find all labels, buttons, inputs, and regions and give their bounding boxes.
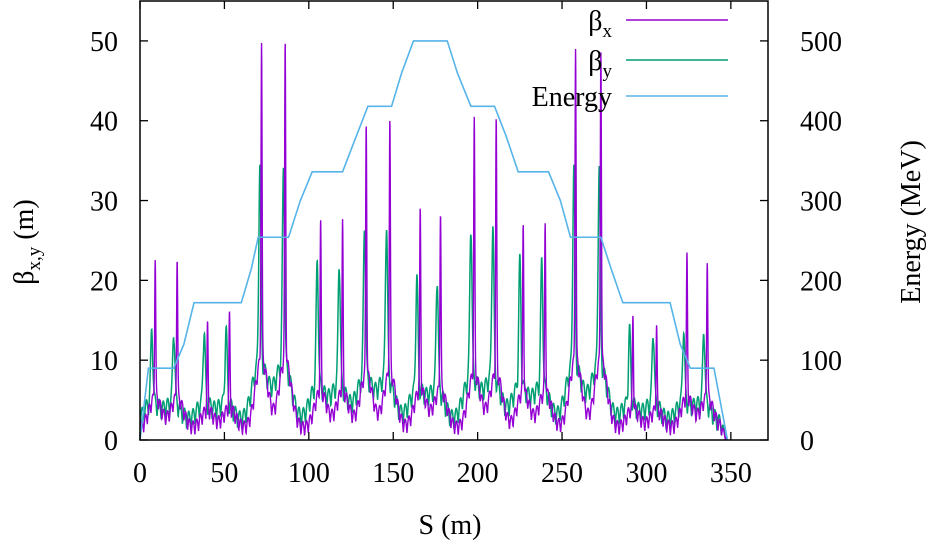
x-tick-label: 150 bbox=[372, 458, 414, 489]
legend-label: βy bbox=[588, 46, 612, 82]
legend-label-base: β bbox=[588, 6, 602, 37]
series-beta-x-line bbox=[139, 42, 728, 442]
legend-label: βx bbox=[588, 6, 612, 42]
left-y-tick-label: 50 bbox=[90, 27, 118, 58]
x-tick-label: 350 bbox=[710, 458, 752, 489]
right-y-tick-label: 400 bbox=[800, 107, 842, 138]
legend-item: βy bbox=[588, 46, 728, 82]
right-y-axis-label: Energy (MeV) bbox=[896, 140, 927, 304]
x-tick-label: 300 bbox=[625, 458, 667, 489]
legend-item: Energy bbox=[532, 82, 728, 113]
left-y-tick-label: 0 bbox=[104, 426, 118, 457]
series-energy-line bbox=[139, 40, 729, 441]
plot-lines bbox=[139, 40, 729, 442]
right-y-tick-label: 100 bbox=[800, 346, 842, 377]
x-axis-label: S (m) bbox=[419, 510, 482, 541]
plot-frame bbox=[139, 0, 769, 441]
left-y-axis-label-subscript: x,y bbox=[24, 246, 45, 270]
left-y-axis-label: βx,y (m) bbox=[9, 199, 45, 284]
left-y-axis-label-base: β bbox=[9, 270, 40, 284]
right-y-tick-label: 0 bbox=[800, 426, 814, 457]
right-y-tick-label: 200 bbox=[800, 266, 842, 297]
legend-label-base: β bbox=[588, 46, 602, 77]
x-tick-label: 50 bbox=[210, 458, 238, 489]
right-y-tick-label: 300 bbox=[800, 187, 842, 218]
left-y-axis-label-unit: (m) bbox=[9, 199, 40, 246]
legend-label: Energy bbox=[532, 82, 612, 113]
x-tick-label: 0 bbox=[133, 458, 147, 489]
legend-label-subscript: y bbox=[603, 61, 613, 82]
left-y-tick-label: 40 bbox=[90, 107, 118, 138]
legend-label-base: Energy bbox=[532, 82, 612, 113]
legend-label-subscript: x bbox=[603, 21, 613, 42]
left-y-tick-label: 30 bbox=[90, 187, 118, 218]
legend-item: βx bbox=[588, 6, 728, 42]
left-y-tick-label: 20 bbox=[90, 266, 118, 297]
axis-ticks: 0 50 100 150 200 250 300 3500102030405001002003… bbox=[90, 1, 842, 489]
left-y-tick-label: 10 bbox=[90, 346, 118, 377]
x-tick-label: 100 bbox=[288, 458, 330, 489]
right-y-tick-label: 500 bbox=[800, 27, 842, 58]
x-tick-label: 200 bbox=[457, 458, 499, 489]
x-tick-label: 250 bbox=[541, 458, 583, 489]
